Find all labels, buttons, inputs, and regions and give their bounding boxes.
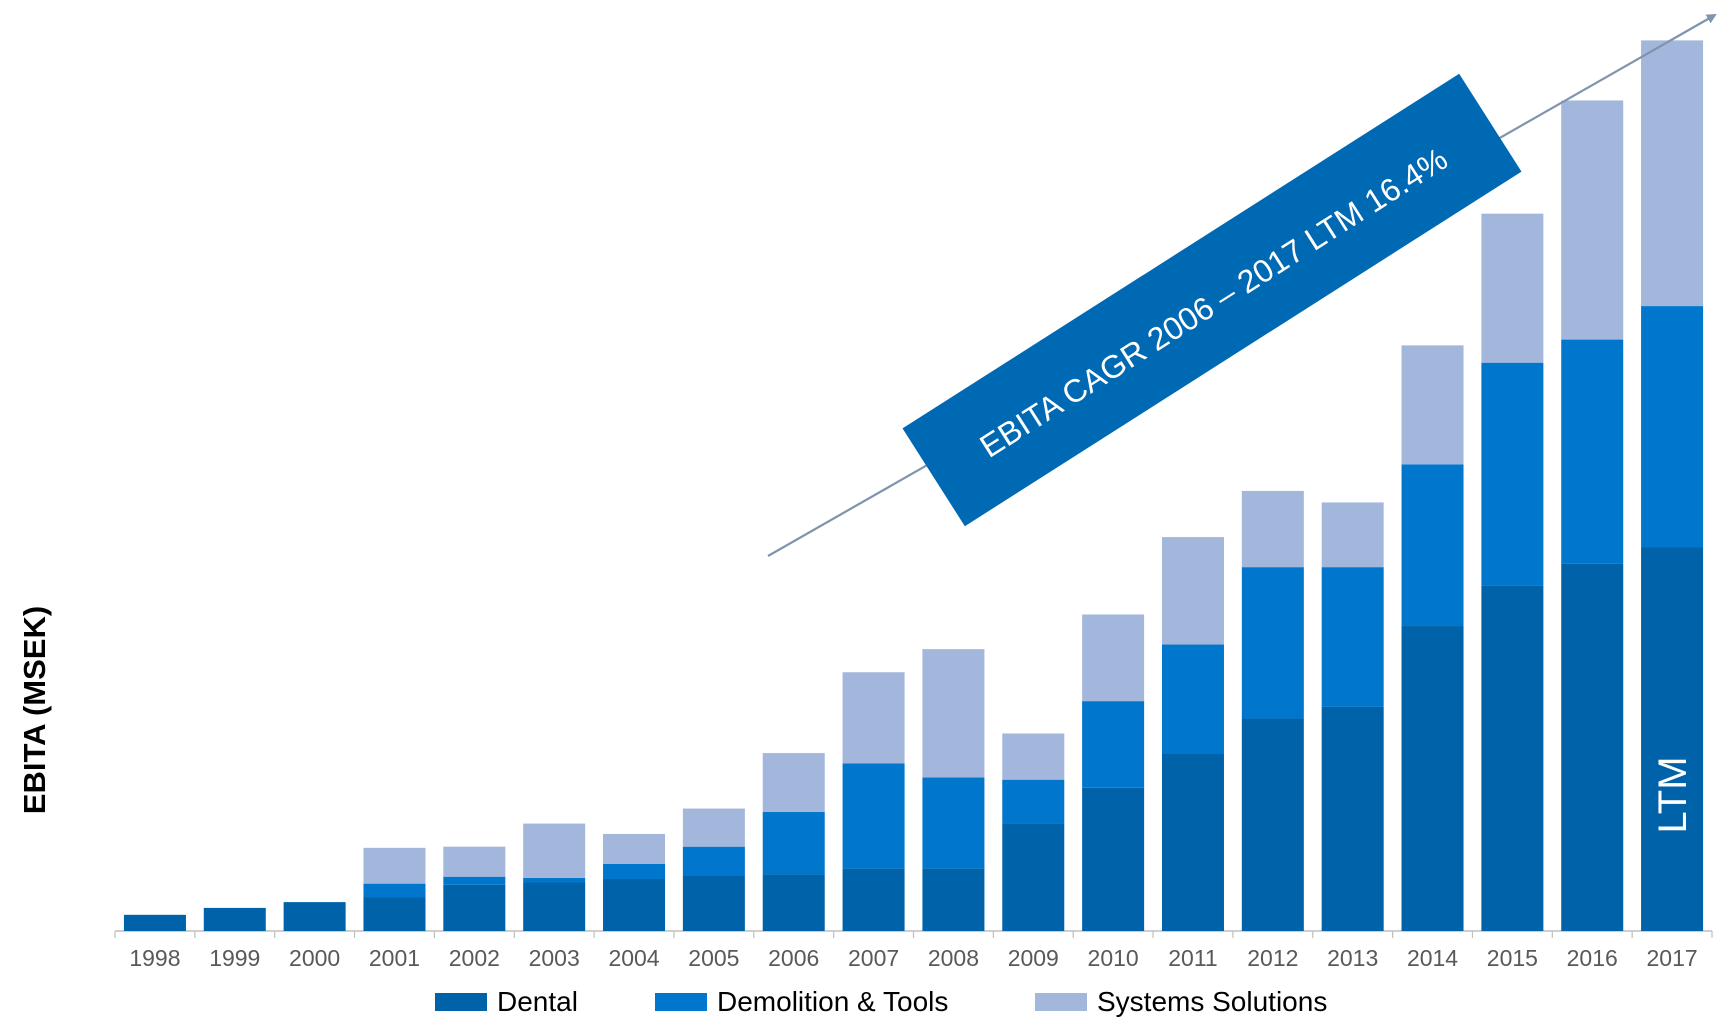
x-tick-label: 2002 — [449, 945, 500, 971]
x-tick-label: 2013 — [1327, 945, 1378, 971]
legend-label-systems-solutions: Systems Solutions — [1097, 986, 1328, 1017]
bar-demolition-tools-2013 — [1321, 567, 1384, 707]
legend: Dental Demolition & Tools Systems Soluti… — [0, 984, 1729, 1020]
bar-dental-2003 — [523, 882, 586, 931]
y-axis-label-container: EBITA (MSEK) — [5, 500, 65, 920]
bar-systems-solutions-2008 — [922, 649, 985, 778]
bar-demolition-tools-2002 — [443, 876, 506, 885]
bar-systems-solutions-2006 — [762, 753, 825, 813]
bar-dental-2001 — [363, 897, 426, 931]
bar-dental-2014 — [1401, 626, 1464, 931]
legend-label-demolition-tools: Demolition & Tools — [717, 986, 949, 1017]
bar-systems-solutions-2016 — [1561, 100, 1624, 340]
x-tick-label: 1998 — [129, 945, 180, 971]
y-axis-label: EBITA (MSEK) — [17, 605, 52, 815]
bar-demolition-tools-2016 — [1561, 339, 1624, 564]
bar-systems-solutions-2003 — [523, 823, 586, 878]
bar-dental-1999 — [203, 907, 266, 931]
legend-swatch-dental — [435, 993, 487, 1011]
legend-item-systems-solutions: Systems Solutions — [1035, 984, 1327, 1020]
bar-systems-solutions-2009 — [1002, 733, 1065, 780]
bar-systems-solutions-2013 — [1321, 502, 1384, 568]
bar-demolition-tools-2011 — [1161, 644, 1224, 754]
bar-systems-solutions-2010 — [1082, 614, 1145, 702]
bar-demolition-tools-2007 — [842, 763, 905, 869]
x-tick-label: 2000 — [289, 945, 340, 971]
bar-demolition-tools-2005 — [682, 846, 745, 876]
bar-demolition-tools-2012 — [1241, 567, 1304, 719]
bar-systems-solutions-2002 — [443, 846, 506, 877]
legend-label-dental: Dental — [497, 986, 578, 1017]
bar-dental-2017 — [1641, 547, 1704, 931]
x-tick-label: 2003 — [529, 945, 580, 971]
x-tick-label: 2008 — [928, 945, 979, 971]
bar-systems-solutions-2004 — [603, 833, 666, 865]
bar-demolition-tools-2003 — [523, 877, 586, 883]
bar-systems-solutions-2015 — [1481, 213, 1544, 363]
bar-dental-2015 — [1481, 585, 1544, 931]
bar-dental-2004 — [603, 879, 666, 931]
bar-systems-solutions-2017 — [1641, 40, 1704, 307]
x-tick-label: 2004 — [608, 945, 659, 971]
cagr-banner-text: EBITA CAGR 2006 – 2017 LTM 16.4% — [973, 140, 1453, 464]
x-tick-label: 1999 — [209, 945, 260, 971]
x-tick-label: 2016 — [1567, 945, 1618, 971]
bar-dental-2008 — [922, 868, 985, 931]
bar-demolition-tools-2001 — [363, 883, 426, 898]
bar-dental-2009 — [1002, 823, 1065, 931]
x-tick-label: 2009 — [1008, 945, 1059, 971]
x-tick-label: 2006 — [768, 945, 819, 971]
x-tick-label: 2005 — [688, 945, 739, 971]
x-tick-label: 2001 — [369, 945, 420, 971]
bar-systems-solutions-2007 — [842, 672, 905, 764]
legend-item-dental: Dental — [435, 984, 578, 1020]
x-tick-label: 2015 — [1487, 945, 1538, 971]
bar-dental-2002 — [443, 884, 506, 931]
legend-swatch-demolition-tools — [655, 993, 707, 1011]
x-tick-label: 2011 — [1168, 945, 1217, 971]
bar-systems-solutions-2014 — [1401, 345, 1464, 465]
x-tick-label: 2014 — [1407, 945, 1458, 971]
bar-demolition-tools-2008 — [922, 777, 985, 869]
x-tick-label: 2012 — [1247, 945, 1298, 971]
bar-dental-2011 — [1161, 753, 1224, 931]
legend-swatch-systems-solutions — [1035, 993, 1087, 1011]
bar-dental-2016 — [1561, 563, 1624, 931]
x-tick-label: 2007 — [848, 945, 899, 971]
bar-systems-solutions-2001 — [363, 847, 426, 884]
bar-demolition-tools-2014 — [1401, 464, 1464, 627]
bar-dental-2010 — [1082, 787, 1145, 931]
bar-demolition-tools-2017 — [1641, 306, 1704, 548]
bar-demolition-tools-2006 — [762, 812, 825, 875]
bar-dental-2000 — [283, 902, 346, 931]
bar-demolition-tools-2009 — [1002, 779, 1065, 824]
bar-dental-2006 — [762, 874, 825, 931]
x-tick-label: 2010 — [1088, 945, 1139, 971]
bar-dental-2012 — [1241, 718, 1304, 931]
bar-dental-2013 — [1321, 706, 1384, 931]
bar-demolition-tools-2004 — [603, 864, 666, 880]
legend-item-demolition-tools: Demolition & Tools — [655, 984, 948, 1020]
bar-systems-solutions-2005 — [682, 808, 745, 847]
bar-demolition-tools-2015 — [1481, 362, 1544, 586]
bar-annotation-ltm: LTM — [1651, 756, 1695, 833]
bar-systems-solutions-2011 — [1161, 537, 1224, 645]
bar-dental-2005 — [682, 875, 745, 931]
bar-dental-2007 — [842, 868, 905, 931]
bar-dental-1998 — [123, 914, 186, 931]
x-tick-label: 2017 — [1646, 945, 1697, 971]
bar-demolition-tools-2010 — [1082, 701, 1145, 788]
cagr-banner-box — [902, 73, 1522, 527]
bar-systems-solutions-2012 — [1241, 490, 1304, 568]
